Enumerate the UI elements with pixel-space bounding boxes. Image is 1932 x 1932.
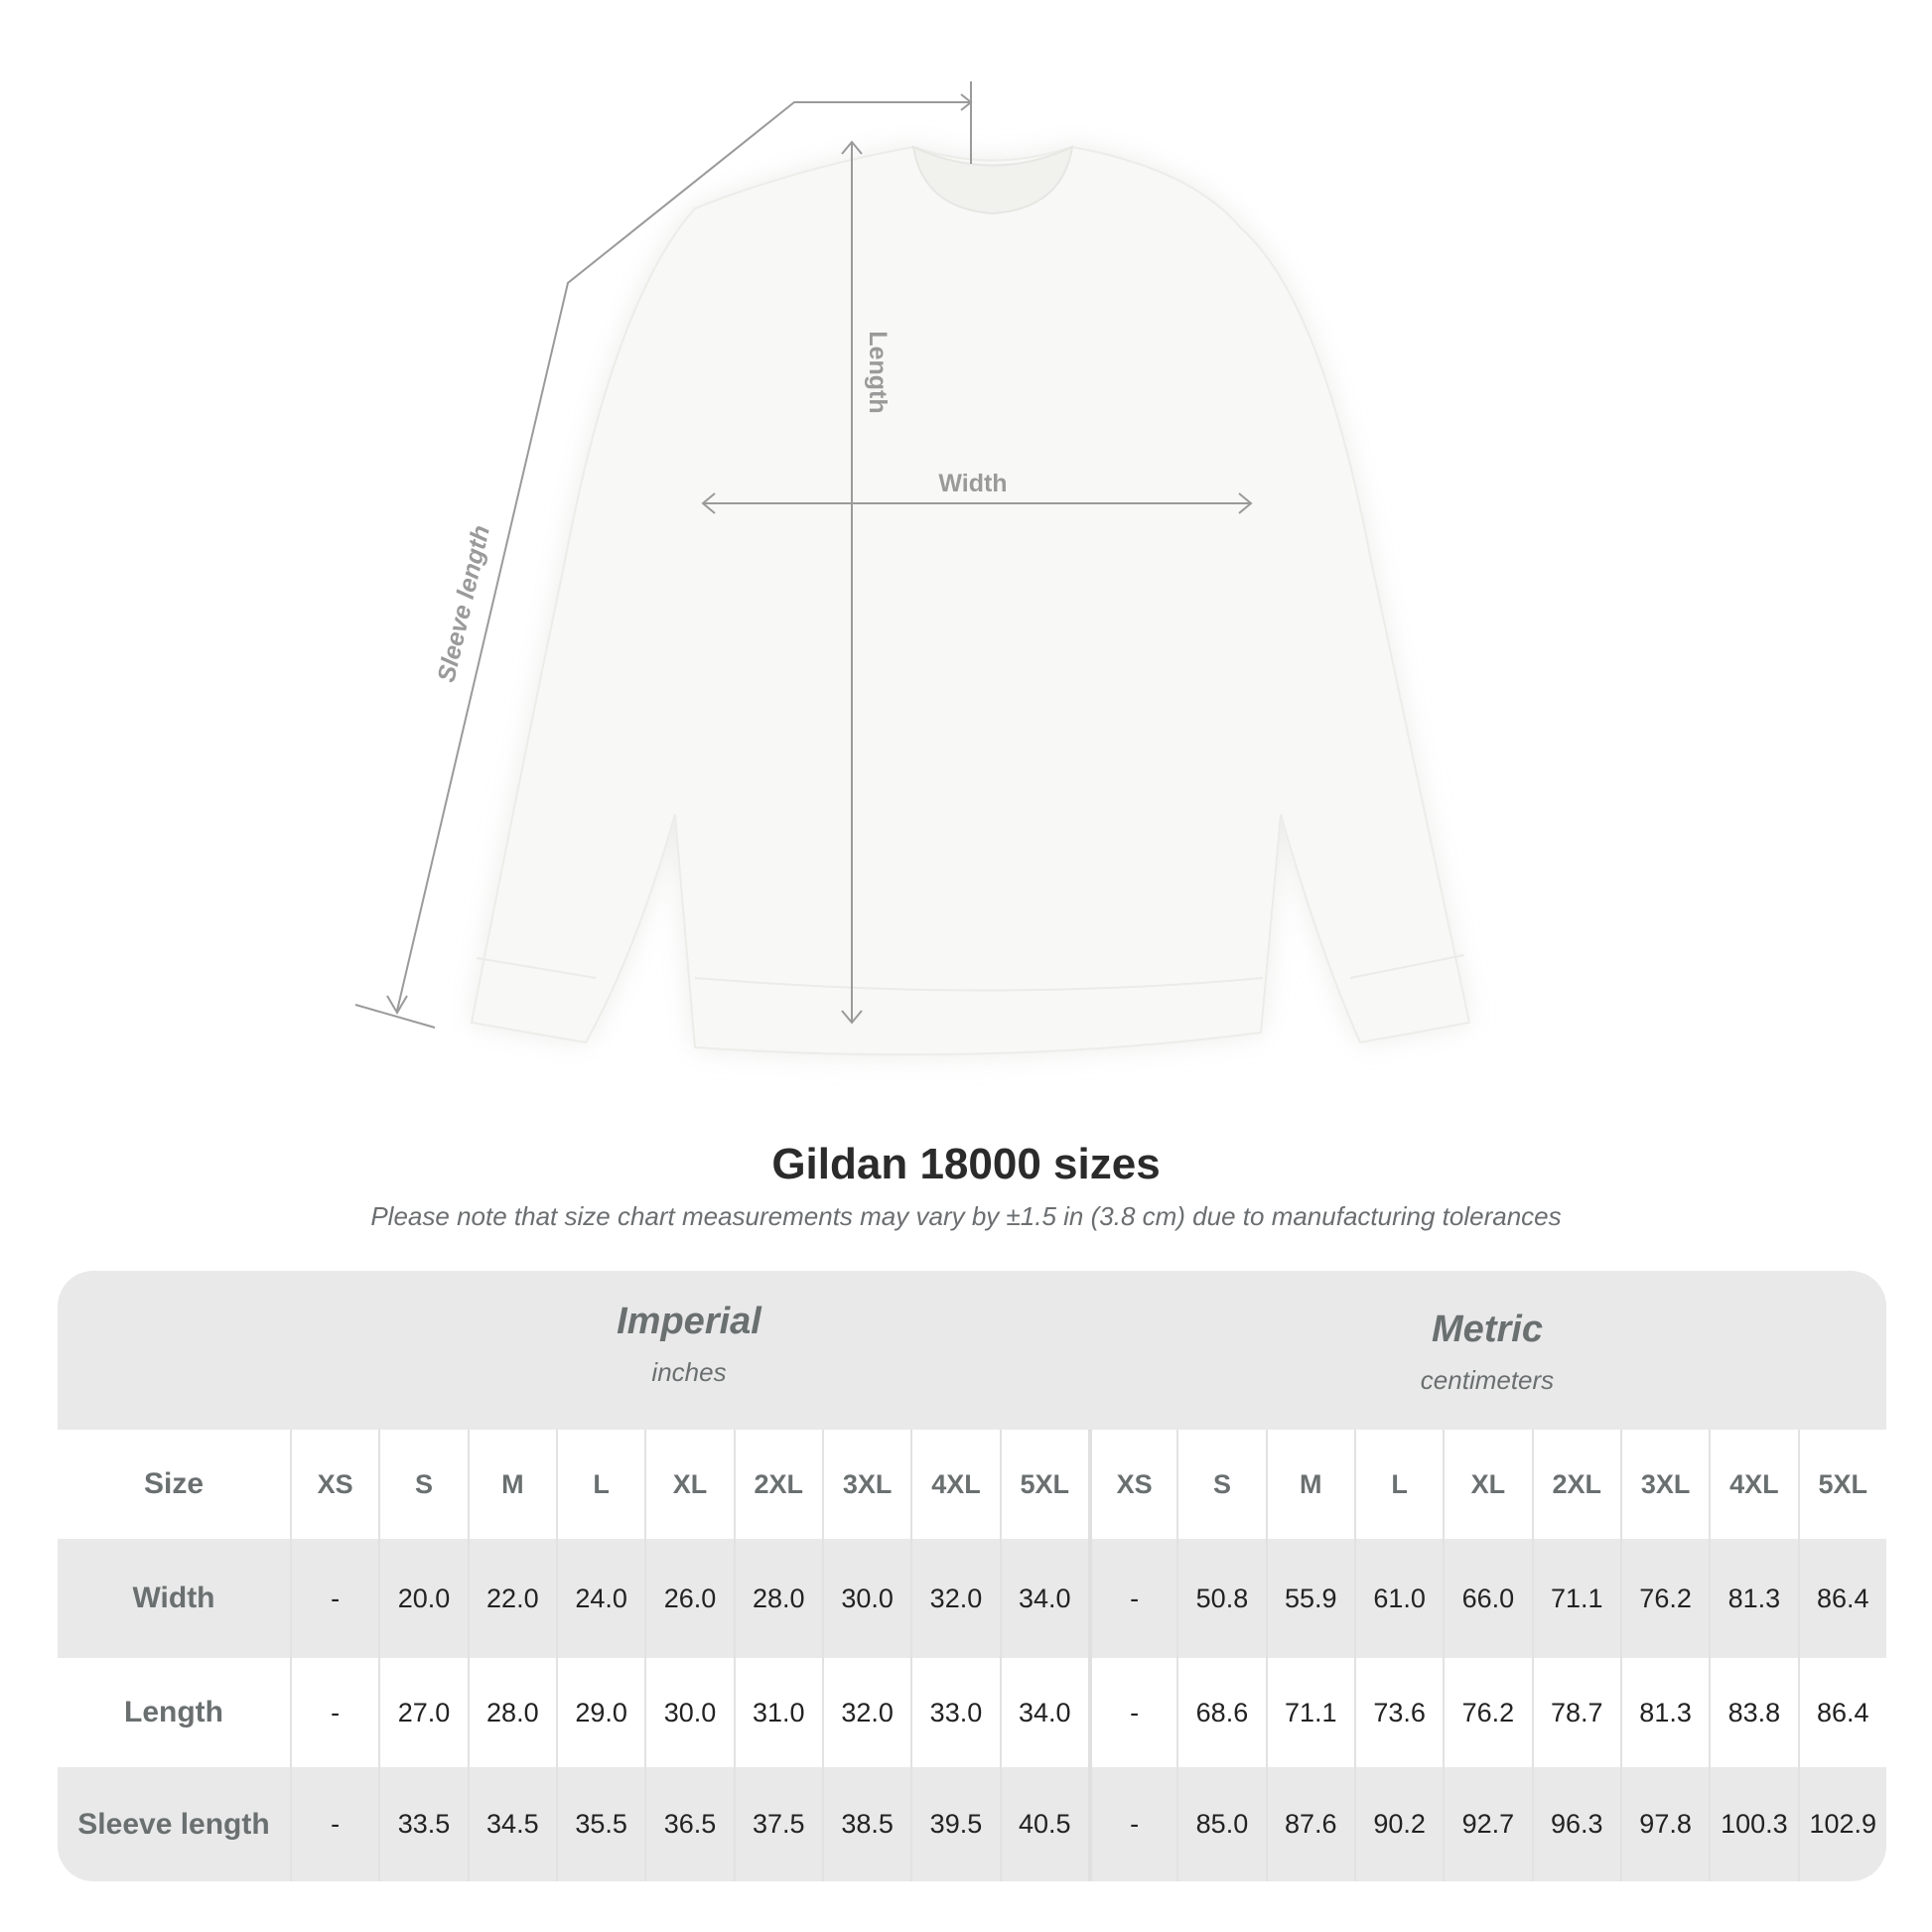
size-header-row: Size XS S M L XL 2XL 3XL 4XL 5XL XS S M L XL 2XL 3XL 4XL 5… — [58, 1430, 1886, 1539]
size-header-cell: XL — [644, 1430, 733, 1539]
imperial-value-cell: 34.0 — [999, 1539, 1088, 1658]
imperial-value-cell: 33.0 — [910, 1658, 999, 1767]
imperial-value-cell: 32.0 — [821, 1658, 910, 1767]
metric-value-cell: 50.8 — [1176, 1539, 1265, 1658]
imperial-value-cell: 27.0 — [378, 1658, 467, 1767]
metric-value-cell: 55.9 — [1265, 1539, 1354, 1658]
tolerance-note: Please note that size chart measurements… — [370, 1201, 1562, 1231]
imperial-value-cell: 40.5 — [999, 1767, 1088, 1881]
width-label: Width — [938, 470, 1007, 497]
imperial-unit: inches — [651, 1357, 727, 1387]
imperial-value-cell: 24.0 — [555, 1539, 644, 1658]
table-row: Length -27.0 28.0 29.0 30.0 31.0 32.0 33.0 34.0-… — [58, 1658, 1886, 1767]
metric-value-cell: 86.4 — [1797, 1658, 1886, 1767]
metric-value-cell: - — [1087, 1539, 1176, 1658]
metric-value-cell: 85.0 — [1176, 1767, 1265, 1881]
sweatshirt-image — [470, 145, 1471, 1056]
imperial-value-cell: 31.0 — [733, 1658, 822, 1767]
imperial-value-cell: 30.0 — [821, 1539, 910, 1658]
size-header-cell: L — [555, 1430, 644, 1539]
imperial-value-cell: 35.5 — [555, 1767, 644, 1881]
imperial-value-cell: 28.0 — [733, 1539, 822, 1658]
size-header-cell: S — [1176, 1430, 1265, 1539]
size-table: Imperial inches Metric centimeters Size X… — [58, 1271, 1886, 1881]
metric-unit: centimeters — [1420, 1365, 1555, 1395]
metric-value-cell: 92.7 — [1443, 1767, 1531, 1881]
size-header-cell: XS — [1087, 1430, 1176, 1539]
size-header-cell: M — [467, 1430, 556, 1539]
sleeve-length-line — [396, 101, 971, 1012]
size-header-cell: 3XL — [821, 1430, 910, 1539]
table-row: Sleeve length -33.5 34.5 35.5 36.5 37.5 38.5 39… — [58, 1767, 1886, 1881]
imperial-value-cell: 39.5 — [910, 1767, 999, 1881]
row-label: Sleeve length — [77, 1807, 270, 1841]
metric-value-cell: 102.9 — [1797, 1767, 1886, 1881]
sleeve-length-label: Sleeve length — [432, 523, 495, 685]
row-label: Width — [132, 1582, 215, 1614]
metric-value-cell: 76.2 — [1443, 1658, 1531, 1767]
size-header-cell: L — [1353, 1430, 1443, 1539]
metric-value-cell: 81.3 — [1709, 1539, 1797, 1658]
metric-header: Metric centimeters — [1088, 1309, 1886, 1396]
imperial-value-cell: - — [290, 1539, 378, 1658]
metric-value-cell: 87.6 — [1265, 1767, 1354, 1881]
imperial-value-cell: 34.0 — [999, 1658, 1088, 1767]
metric-value-cell: 66.0 — [1443, 1539, 1531, 1658]
measurement-lines — [354, 81, 1253, 1029]
sweatshirt-diagram: Length Width Sleeve length — [354, 81, 1471, 1056]
imperial-value-cell: 36.5 — [644, 1767, 733, 1881]
metric-value-cell: 68.6 — [1176, 1658, 1265, 1767]
size-header-cell: 4XL — [910, 1430, 999, 1539]
metric-value-cell: 76.2 — [1619, 1539, 1709, 1658]
length-arrow — [841, 140, 863, 1025]
size-header-cell: 5XL — [999, 1430, 1088, 1539]
size-header-cell: 4XL — [1709, 1430, 1797, 1539]
imperial-value-cell: 20.0 — [378, 1539, 467, 1658]
imperial-value-cell: 29.0 — [555, 1658, 644, 1767]
imperial-value-cell: 34.5 — [467, 1767, 556, 1881]
size-header-cell: 2XL — [733, 1430, 822, 1539]
length-label: Length — [864, 331, 892, 413]
metric-value-cell: 61.0 — [1353, 1539, 1443, 1658]
size-header-cell: XS — [290, 1430, 378, 1539]
imperial-value-cell: 33.5 — [378, 1767, 467, 1881]
table-header-band — [58, 1271, 1886, 1430]
imperial-value-cell: 32.0 — [910, 1539, 999, 1658]
metric-title: Metric — [1432, 1309, 1543, 1350]
imperial-value-cell: 37.5 — [733, 1767, 822, 1881]
metric-value-cell: 96.3 — [1531, 1767, 1620, 1881]
metric-value-cell: - — [1087, 1658, 1176, 1767]
imperial-value-cell: 26.0 — [644, 1539, 733, 1658]
metric-value-cell: 100.3 — [1709, 1767, 1797, 1881]
table-row: Width -20.0 22.0 24.0 26.0 28.0 30.0 32.0 34.0-5… — [58, 1539, 1886, 1658]
size-header-cell: XL — [1443, 1430, 1531, 1539]
imperial-title: Imperial — [617, 1301, 761, 1342]
metric-value-cell: 81.3 — [1619, 1658, 1709, 1767]
metric-value-cell: 86.4 — [1797, 1539, 1886, 1658]
imperial-value-cell: - — [290, 1767, 378, 1881]
row-label: Length — [124, 1696, 223, 1728]
size-header-cell: 5XL — [1797, 1430, 1886, 1539]
size-header-cell: 2XL — [1531, 1430, 1620, 1539]
metric-value-cell: - — [1087, 1767, 1176, 1881]
metric-value-cell: 83.8 — [1709, 1658, 1797, 1767]
page-title: Gildan 18000 sizes — [771, 1140, 1161, 1188]
size-header-cell: S — [378, 1430, 467, 1539]
imperial-value-cell: 28.0 — [467, 1658, 556, 1767]
metric-value-cell: 90.2 — [1353, 1767, 1443, 1881]
imperial-value-cell: 38.5 — [821, 1767, 910, 1881]
metric-value-cell: 97.8 — [1619, 1767, 1709, 1881]
imperial-header: Imperial inches — [290, 1301, 1088, 1388]
width-arrow — [701, 492, 1253, 514]
metric-value-cell: 73.6 — [1353, 1658, 1443, 1767]
metric-value-cell: 71.1 — [1531, 1539, 1620, 1658]
imperial-value-cell: - — [290, 1658, 378, 1767]
metric-value-cell: 78.7 — [1531, 1658, 1620, 1767]
imperial-value-cell: 22.0 — [467, 1539, 556, 1658]
size-header-cell: M — [1265, 1430, 1354, 1539]
metric-value-cell: 71.1 — [1265, 1658, 1354, 1767]
size-header-cell: 3XL — [1619, 1430, 1709, 1539]
imperial-value-cell: 30.0 — [644, 1658, 733, 1767]
row-label: Size — [143, 1467, 205, 1500]
